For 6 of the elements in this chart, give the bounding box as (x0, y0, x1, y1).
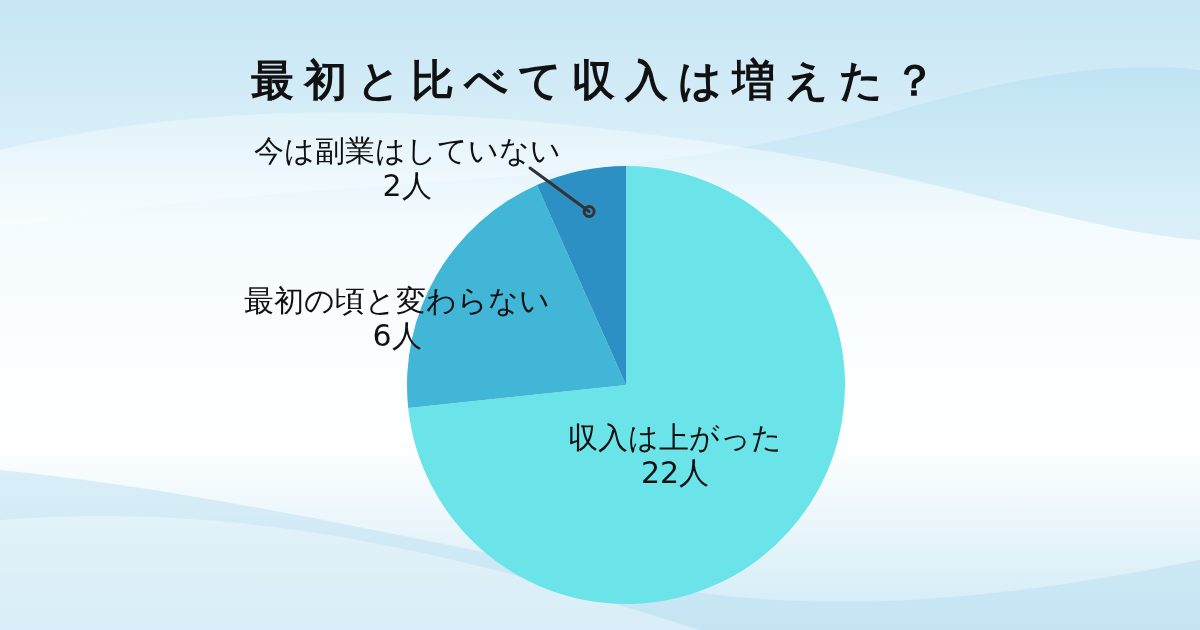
slice-label: 収入は上がった (568, 419, 782, 455)
slice-label: 今は副業はしていない (253, 132, 561, 168)
chart-title: 最初と比べて収入は増えた？ (250, 55, 946, 105)
data-label: 2人 (382, 167, 432, 203)
slice-label: 最初の頃と変わらない (244, 282, 550, 318)
data-label: 22人 (640, 454, 710, 490)
